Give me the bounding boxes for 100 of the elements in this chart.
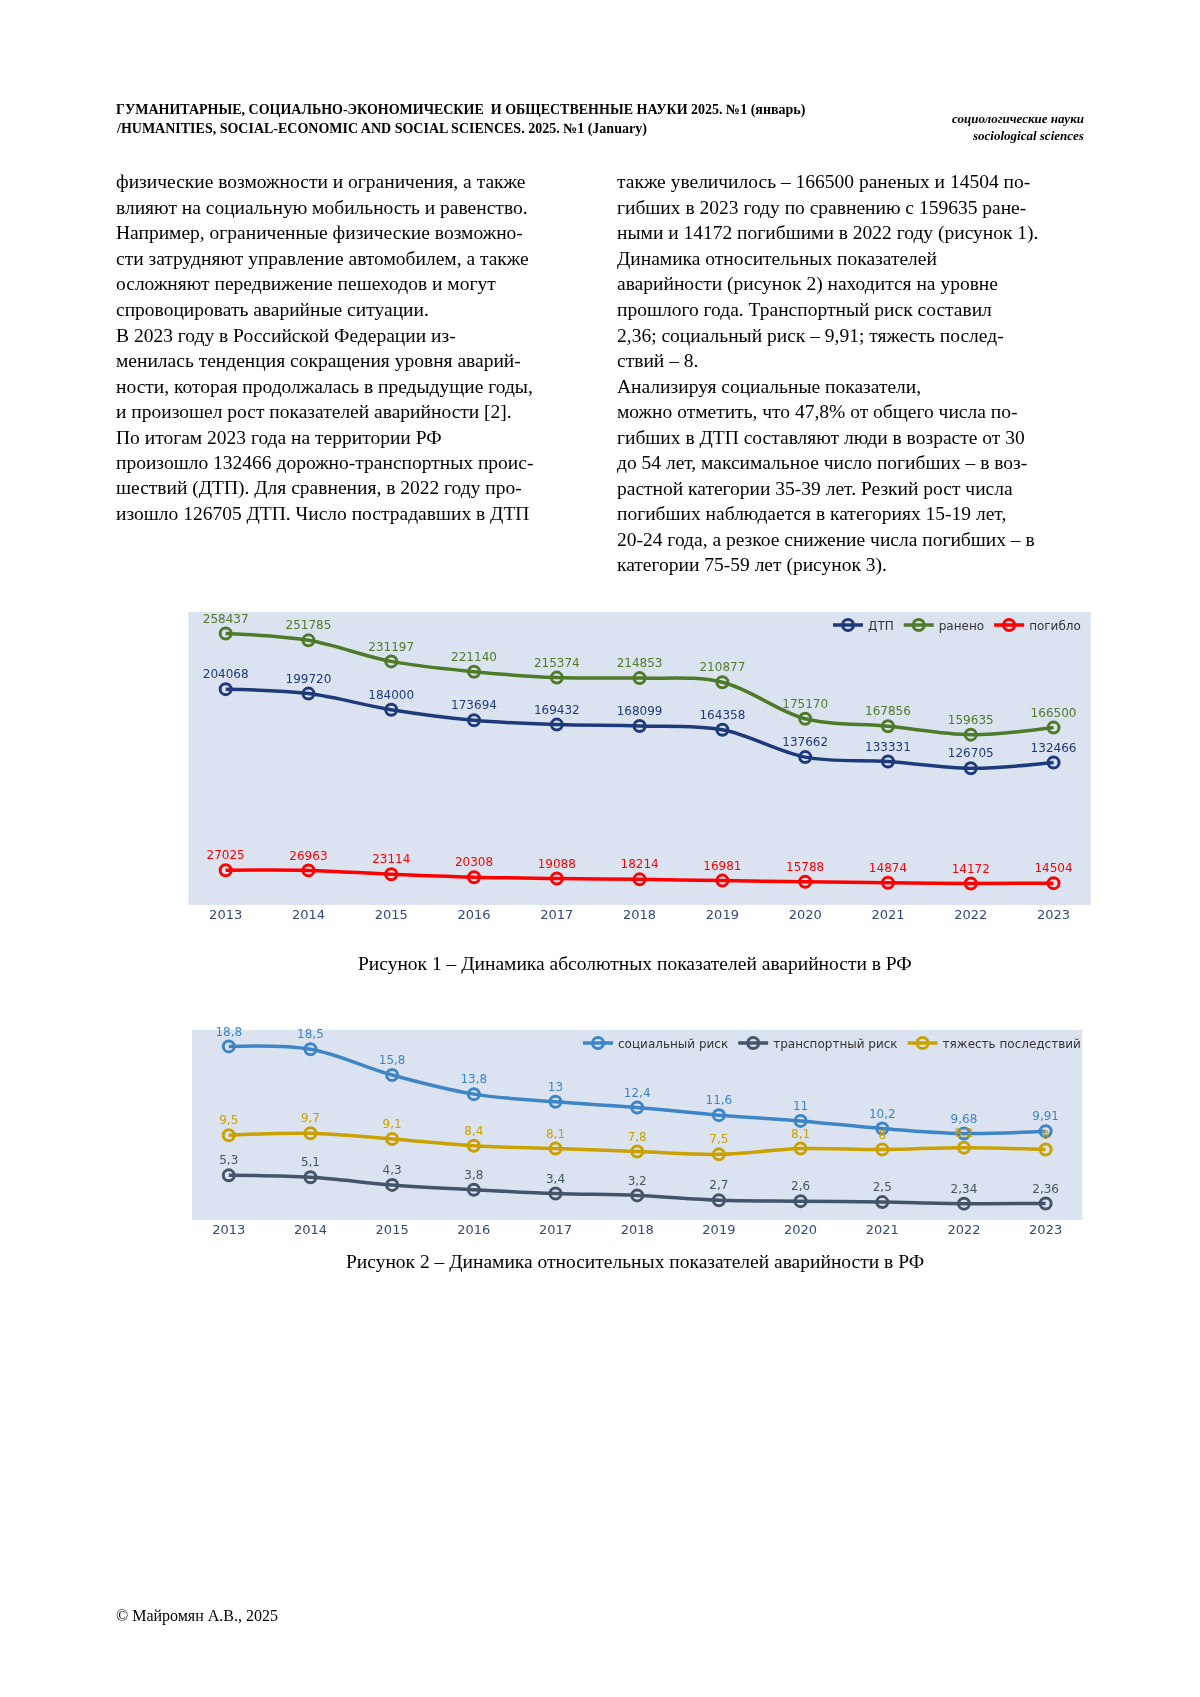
x-tick-label: 2021 — [871, 907, 905, 922]
x-tick-label: 2016 — [457, 907, 491, 922]
x-tick-label: 2013 — [212, 1222, 246, 1237]
text: гибших в 2023 году по сравнению с 159635 ране- — [617, 197, 1027, 218]
point — [1038, 1142, 1053, 1157]
data-label: 169432 — [533, 702, 580, 717]
x-tick-label: 2018 — [620, 1222, 654, 1237]
text: аварийности (рисунок 2) находится на уровне — [617, 273, 998, 295]
data-label: 126705 — [947, 746, 994, 761]
point — [301, 863, 316, 878]
point — [630, 1100, 645, 1115]
x-tick-label: 2020 — [788, 907, 822, 922]
text: Рисунок 2 – Динамика относительных показателей аварийности в РФ — [346, 1251, 925, 1272]
text: спровоцировать аварийные ситуации. — [116, 299, 429, 320]
text: категории 75-59 лет (рисунок 3). — [617, 554, 887, 576]
point — [385, 1177, 400, 1192]
point — [384, 702, 399, 717]
point — [880, 875, 895, 890]
x-tick-label: 2022 — [947, 1222, 981, 1237]
text: sociological sciences — [972, 128, 1084, 143]
point — [711, 1147, 726, 1162]
point — [548, 1141, 563, 1156]
x-tick-label: 2020 — [784, 1222, 818, 1237]
data-label: 164358 — [699, 707, 746, 722]
point — [549, 670, 564, 685]
point — [715, 675, 730, 690]
data-label: 3,2 — [627, 1173, 647, 1188]
text: и произошел рост показателей аварийности [2]. — [116, 401, 512, 422]
text: © Майромян А.В., 2025 — [116, 1607, 279, 1625]
data-label: 7,5 — [709, 1132, 729, 1147]
text: ными и 14172 погибшими в 2022 году (рисунок 1). — [617, 222, 1039, 244]
text: ности, которая продолжалась в предыдущие годы, — [116, 376, 533, 397]
text: По итогам 2023 года на территории РФ — [116, 427, 442, 448]
point — [632, 718, 647, 733]
point — [218, 682, 233, 697]
point — [798, 711, 813, 726]
point — [303, 1170, 318, 1185]
point — [301, 633, 316, 648]
point — [793, 1194, 808, 1209]
point — [467, 664, 482, 679]
point — [1046, 755, 1061, 770]
point — [963, 761, 978, 776]
point — [549, 717, 564, 732]
data-label: 16981 — [703, 858, 742, 873]
data-label: 214853 — [616, 656, 663, 671]
data-label: 251785 — [285, 618, 332, 633]
point — [880, 754, 895, 769]
point — [715, 873, 730, 888]
data-label: 14172 — [951, 861, 990, 876]
point — [875, 1195, 890, 1210]
point — [466, 1138, 481, 1153]
x-tick-label: 2015 — [375, 1222, 409, 1237]
text: социологические науки — [952, 111, 1084, 126]
text: менилась тенденция сокращения уровня аварий- — [116, 350, 521, 371]
point — [221, 1039, 236, 1054]
data-label: 9,68 — [950, 1111, 978, 1126]
data-label: 19088 — [537, 856, 576, 871]
point — [467, 870, 482, 885]
point — [956, 1140, 971, 1155]
data-label: 9,7 — [300, 1111, 320, 1126]
point — [875, 1142, 890, 1157]
point — [711, 1193, 726, 1208]
data-label: 18,5 — [297, 1027, 324, 1042]
point — [711, 1108, 726, 1123]
x-tick-label: 2019 — [705, 907, 739, 922]
data-label: 173694 — [451, 698, 497, 713]
text: 20-24 года, а резкое снижение числа погибших – в — [617, 529, 1035, 550]
data-label: 133331 — [865, 739, 911, 754]
point — [548, 1186, 563, 1201]
text: также увеличилось – 166500 раненых и 14504 по- — [617, 171, 1031, 192]
text: прошлого года. Транспортный риск составил — [617, 299, 993, 320]
legend-label: ДТП — [868, 618, 894, 633]
point — [632, 671, 647, 686]
data-label: 2,36 — [1032, 1181, 1059, 1196]
point — [303, 1042, 318, 1057]
point — [221, 1128, 236, 1143]
data-label: 10,2 — [868, 1106, 896, 1121]
text: произошло 132466 дорожно-транспортных проис- — [116, 452, 534, 473]
point — [1038, 1196, 1053, 1211]
data-label: 2,7 — [709, 1178, 729, 1193]
point — [793, 1113, 808, 1128]
data-label: 3,4 — [545, 1171, 566, 1186]
data-label: 9,5 — [219, 1113, 239, 1128]
data-label: 5,3 — [219, 1153, 239, 1168]
point — [715, 722, 730, 737]
x-tick-label: 2023 — [1036, 907, 1071, 922]
data-label: 258437 — [202, 611, 249, 626]
x-tick-label: 2017 — [540, 907, 574, 922]
text: сти затрудняют управление автомобилем, а также — [116, 248, 529, 269]
text: физические возможности и ограничения, а также — [116, 171, 526, 192]
point — [466, 1087, 481, 1102]
text: Рисунок 1 – Динамика абсолютных показателей аварийности в РФ — [358, 953, 912, 974]
text: погибших наблюдается в категориях 15-19 лет, — [617, 503, 1007, 524]
point — [1046, 876, 1061, 891]
x-tick-label: 2018 — [623, 907, 657, 922]
text: ствий – 8. — [617, 350, 699, 371]
data-label: 8 — [878, 1127, 887, 1142]
legend-label: погибло — [1029, 618, 1081, 633]
text: /HUMANITIES, SOCIAL-ECONOMIC AND SOCIAL SCIENCES. 2025. №1 (January) — [116, 121, 648, 137]
point — [384, 867, 399, 882]
